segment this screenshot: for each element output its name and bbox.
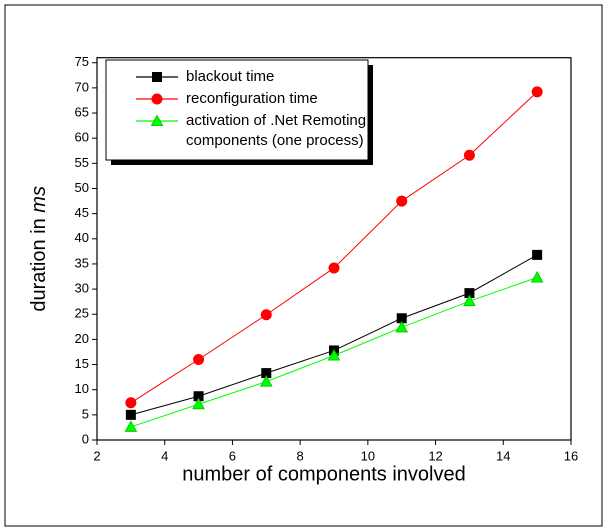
marker [463,149,475,161]
y-tick-label: 40 [75,230,89,245]
x-tick-label: 16 [564,448,578,463]
x-tick-label: 14 [496,448,510,463]
y-tick-label: 15 [75,356,89,371]
marker [327,348,341,361]
marker [395,320,409,333]
y-tick-label: 25 [75,306,89,321]
marker [193,354,205,366]
y-tick-label: 30 [75,281,89,296]
y-tick-label: 75 [75,54,89,69]
legend-marker [152,72,162,82]
x-tick-label: 10 [361,448,375,463]
legend-label: blackout time [186,68,274,85]
marker [125,397,137,409]
y-axis-label: duration in ms [28,186,50,312]
legend-label: activation of .Net Remoting components (o… [186,112,366,149]
marker [532,249,543,260]
marker [260,309,272,321]
x-tick-label: 8 [297,448,304,463]
marker [125,409,136,420]
y-tick-label: 0 [82,431,89,446]
marker [259,375,273,387]
legend-label: reconfiguration time [186,90,318,107]
series-line [130,254,538,416]
y-tick-label: 65 [75,104,89,119]
plot-frame [96,57,572,441]
x-tick-label: 4 [161,448,168,463]
legend-marker [151,93,163,105]
marker [531,86,543,98]
y-axis-label-text: duration in [28,218,50,311]
x-axis-label: number of components involved [182,463,466,485]
marker [192,397,205,410]
marker [463,294,476,307]
y-tick-label: 35 [75,255,89,270]
marker [328,262,340,274]
legend-marker [150,114,164,126]
y-tick-label: 55 [75,155,89,170]
x-tick-label: 12 [428,448,442,463]
outer-frame [4,4,603,527]
y-tick-label: 60 [75,130,89,145]
y-tick-label: 5 [82,406,89,421]
marker [530,270,544,283]
y-tick-label: 20 [75,331,89,346]
y-tick-label: 10 [75,381,89,396]
x-tick-label: 6 [229,448,236,463]
y-tick-label: 45 [75,205,89,220]
marker [124,420,138,432]
x-tick-label: 2 [93,448,100,463]
marker [396,195,408,207]
y-axis-label-unit: ms [28,186,50,213]
y-tick-label: 50 [75,180,89,195]
y-tick-label: 70 [75,79,89,94]
